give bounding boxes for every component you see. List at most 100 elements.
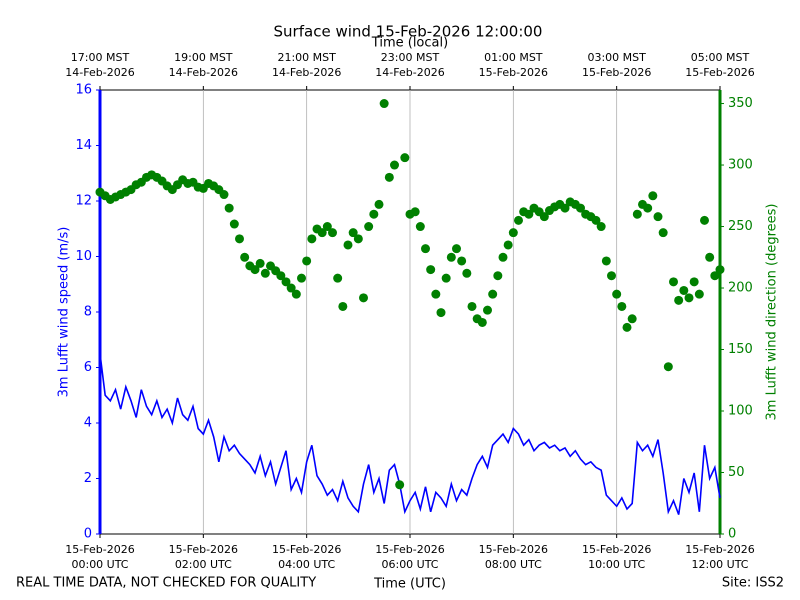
direction-point <box>700 215 709 225</box>
y-tick-label: 4 <box>84 416 92 431</box>
direction-point <box>359 293 368 303</box>
y2-tick-label: 250 <box>728 219 753 234</box>
x-tick-label: 15-Feb-2026 12:00 UTC <box>685 543 755 571</box>
direction-point <box>291 289 301 299</box>
top-x-tick-label: 17:00 MST 14-Feb-2026 <box>65 51 135 79</box>
direction-point <box>343 240 353 250</box>
y2-tick-label: 150 <box>728 342 753 357</box>
top-axis-label: Time (local) <box>371 36 448 51</box>
direction-point <box>369 209 379 219</box>
direction-point <box>317 228 327 238</box>
direction-point <box>715 265 725 275</box>
direction-point <box>390 160 399 170</box>
direction-point <box>622 322 632 332</box>
direction-point <box>286 283 296 293</box>
direction-point <box>322 222 332 232</box>
top-x-tick-label: 23:00 MST 14-Feb-2026 <box>375 51 445 79</box>
direction-point <box>364 222 374 232</box>
y2-axis-label: 3m Lufft wind direction (degrees) <box>765 204 780 421</box>
direction-point <box>508 228 518 238</box>
direction-point <box>457 256 467 266</box>
direction-point <box>452 244 461 254</box>
direction-point <box>498 252 508 262</box>
direction-point <box>632 209 642 219</box>
x-tick-label: 15-Feb-2026 04:00 UTC <box>271 543 342 571</box>
direction-point <box>679 285 689 295</box>
direction-point <box>384 172 394 182</box>
direction-point <box>658 228 668 238</box>
x-axis-label: Time (UTC) <box>373 577 446 592</box>
direction-point <box>663 362 673 372</box>
direction-point <box>297 273 306 283</box>
direction-point <box>576 203 585 213</box>
direction-point <box>560 203 570 213</box>
y-tick-label: 2 <box>84 471 92 486</box>
direction-point <box>379 99 389 109</box>
y2-tick-label: 0 <box>728 527 736 542</box>
direction-point <box>333 273 343 283</box>
y-tick-label: 10 <box>75 249 92 264</box>
direction-point <box>431 289 441 299</box>
direction-point <box>674 295 684 305</box>
direction-point <box>477 317 487 327</box>
y-tick-label: 0 <box>84 527 92 542</box>
direction-point <box>421 244 430 254</box>
direction-point <box>493 271 503 281</box>
x-tick-label: 15-Feb-2026 06:00 UTC <box>375 543 445 571</box>
x-tick-label: 15-Feb-2026 00:00 UTC <box>65 543 135 571</box>
direction-point <box>240 252 250 262</box>
speed-line <box>99 353 721 515</box>
direction-point <box>229 219 239 229</box>
x-tick-label: 15-Feb-2026 08:00 UTC <box>478 543 549 571</box>
direction-point <box>689 277 699 287</box>
direction-point <box>255 258 265 268</box>
direction-point <box>446 252 456 262</box>
direction-point <box>281 277 291 287</box>
direction-point <box>374 199 384 209</box>
y2-tick-label: 300 <box>728 158 753 173</box>
direction-point <box>436 308 446 318</box>
footer-right: Site: ISS2 <box>722 576 784 591</box>
direction-point <box>235 234 244 244</box>
direction-point <box>503 240 513 250</box>
y-axis-label: 3m Lufft wind speed (m/s) <box>57 227 72 398</box>
direction-point <box>400 153 410 163</box>
direction-point <box>302 256 312 266</box>
direction-point <box>627 314 637 324</box>
top-x-tick-label: 01:00 MST 15-Feb-2026 <box>478 51 549 79</box>
direction-point <box>539 212 549 222</box>
top-x-tick-label: 21:00 MST 14-Feb-2026 <box>271 51 342 79</box>
direction-point <box>483 305 492 315</box>
top-x-tick-label: 03:00 MST 15-Feb-2026 <box>581 51 652 79</box>
y-tick-label: 14 <box>75 138 92 153</box>
direction-point <box>338 301 348 311</box>
chart-title: Surface wind 15-Feb-2026 12:00:00 <box>274 23 543 41</box>
direction-point <box>426 265 436 275</box>
y-tick-label: 12 <box>75 194 92 209</box>
y2-tick-label: 350 <box>728 96 753 111</box>
y-tick-label: 16 <box>75 83 92 98</box>
direction-point <box>524 209 534 219</box>
y2-tick-label: 200 <box>728 281 753 296</box>
direction-point <box>328 228 337 238</box>
direction-point <box>612 289 622 299</box>
direction-point <box>488 289 498 299</box>
direction-point <box>643 203 653 213</box>
direction-point <box>617 301 627 311</box>
direction-point <box>219 190 229 200</box>
direction-point <box>467 301 477 311</box>
direction-point <box>415 222 425 232</box>
direction-point <box>694 289 704 299</box>
direction-point <box>353 234 363 244</box>
direction-point <box>653 212 663 222</box>
direction-point <box>276 271 286 281</box>
direction-point <box>591 215 601 225</box>
direction-point <box>307 234 317 244</box>
y-tick-label: 6 <box>84 360 92 375</box>
direction-point <box>514 215 523 225</box>
direction-point <box>596 222 606 232</box>
direction-point <box>684 293 694 303</box>
direction-point <box>410 207 420 217</box>
